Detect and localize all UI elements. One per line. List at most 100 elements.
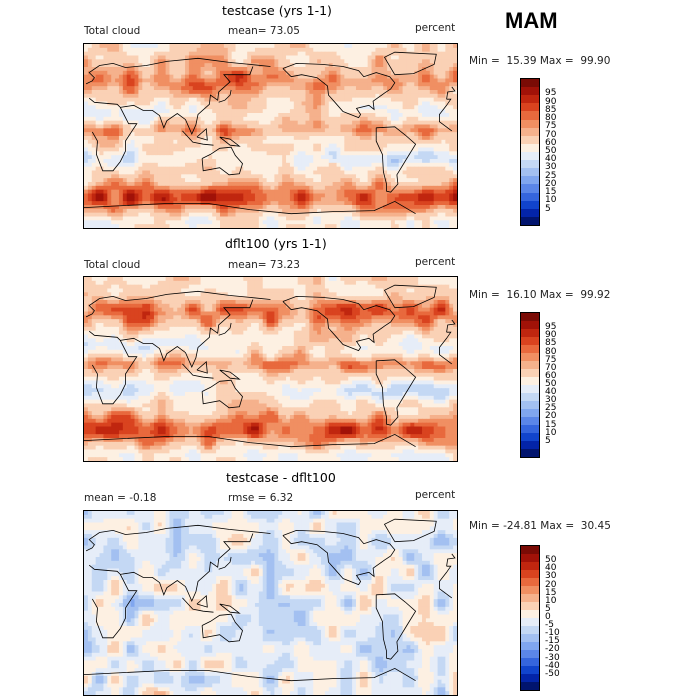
colorbar-tick-label: 0 [545, 612, 551, 622]
colorbar-swatch [521, 176, 539, 185]
colorbar-tick-label: 50 [545, 555, 557, 566]
colorbar-swatch [521, 337, 539, 345]
colorbar-tick-label: 25 [545, 403, 557, 414]
colorbar-swatch [521, 610, 539, 618]
colorbar-swatch [521, 449, 539, 457]
panel-1-variable-label: Total cloud [84, 25, 141, 37]
colorbar-swatch [521, 554, 539, 562]
panel-1-colorbar [520, 78, 540, 226]
panel-2-colorbar-labels: 95 90 85 80 75 70 60 50 40 30 25 20 15 10 5 [545, 312, 575, 458]
panel-1-unit-label: percent [415, 22, 456, 34]
colorbar-tick-label: 30 [545, 571, 557, 582]
colorbar-tick-label: -20 [545, 644, 560, 655]
colorbar-swatch [521, 87, 539, 96]
colorbar-tick-label: -40 [545, 660, 560, 671]
colorbar-tick-label: 20 [545, 178, 557, 189]
colorbar-swatch [521, 160, 539, 169]
panel-2-variable-label: Total cloud [84, 259, 141, 271]
colorbar-tick-label: 50 [545, 379, 557, 389]
map-field-cells [84, 44, 457, 228]
colorbar-swatch [521, 562, 539, 570]
colorbar-tick-label: 40 [545, 563, 557, 574]
colorbar-tick-label: 75 [545, 354, 557, 365]
panel-2-map [83, 276, 458, 462]
colorbar-swatch [521, 135, 539, 144]
colorbar-swatch [521, 321, 539, 329]
colorbar-swatch [521, 674, 539, 682]
panel-3-unit-label: percent [415, 489, 456, 501]
colorbar-tick-label: 80 [545, 113, 557, 124]
colorbar-swatch [521, 361, 539, 369]
panel-2-colorbar [520, 312, 540, 458]
panel-1-minmax: Min = 15.39 Max = 99.90 [469, 55, 611, 67]
colorbar-swatch [521, 79, 539, 88]
colorbar-swatch [521, 393, 539, 401]
colorbar-swatch [521, 313, 539, 321]
colorbar-tick-label: 20 [545, 579, 557, 590]
colorbar-swatch [521, 200, 539, 209]
colorbar-swatch [521, 433, 539, 441]
colorbar-swatch [521, 216, 539, 225]
colorbar-swatch [521, 208, 539, 217]
colorbar-tick-label: 85 [545, 338, 557, 349]
colorbar-tick-label: 40 [545, 154, 557, 165]
colorbar-tick-label: -15 [545, 636, 560, 647]
colorbar-swatch [521, 546, 539, 554]
colorbar-swatch [521, 95, 539, 104]
colorbar-tick-label: 15 [545, 187, 557, 198]
colorbar-tick-label: 10 [545, 427, 557, 438]
colorbar-swatch [521, 111, 539, 120]
colorbar-tick-label: 95 [545, 88, 557, 99]
map-field-cells [84, 511, 457, 695]
colorbar-swatch [521, 626, 539, 634]
colorbar-tick-label: 5 [545, 203, 551, 214]
colorbar-swatch [521, 425, 539, 433]
colorbar-tick-label: 90 [545, 330, 557, 341]
colorbar-swatch [521, 642, 539, 650]
colorbar-swatch [521, 192, 539, 201]
colorbar-swatch [521, 377, 539, 385]
colorbar-swatch [521, 666, 539, 674]
panel-3-minmax: Min = -24.81 Max = 30.45 [469, 520, 611, 532]
panel-3-map [83, 510, 458, 696]
colorbar-swatch [521, 385, 539, 393]
colorbar-tick-label: -30 [545, 652, 560, 663]
colorbar-tick-label: 30 [545, 395, 557, 406]
colorbar-tick-label: 20 [545, 411, 557, 422]
colorbar-tick-label: 15 [545, 587, 557, 598]
colorbar-swatch [521, 578, 539, 586]
colorbar-swatch [521, 103, 539, 112]
colorbar-tick-label: 60 [545, 370, 557, 381]
colorbar-tick-label: 70 [545, 362, 557, 373]
panel-2-unit-label: percent [415, 256, 456, 268]
colorbar-swatch [521, 594, 539, 602]
colorbar-tick-label: 75 [545, 121, 557, 132]
panel-3-title: testcase - dflt100 [226, 470, 336, 485]
colorbar-swatch [521, 586, 539, 594]
panel-3-mean-label: mean = -0.18 [84, 492, 157, 504]
colorbar-swatch [521, 151, 539, 161]
colorbar-tick-label: 30 [545, 162, 557, 173]
colorbar-tick-label: 5 [545, 435, 551, 446]
panel-2-minmax: Min = 16.10 Max = 99.92 [469, 289, 611, 301]
colorbar-tick-label: 95 [545, 322, 557, 333]
map-field-cells [84, 277, 457, 461]
coastlines [84, 518, 456, 682]
colorbar-swatch [521, 570, 539, 578]
panel-3-colorbar [520, 545, 540, 691]
colorbar-tick-label: 15 [545, 419, 557, 430]
colorbar-swatch [521, 401, 539, 409]
coastlines [84, 51, 456, 215]
colorbar-swatch [521, 184, 539, 193]
colorbar-tick-label: 70 [545, 129, 557, 140]
colorbar-tick-label: -10 [545, 628, 560, 639]
panel-1-colorbar-labels: 95 90 85 80 75 70 60 50 40 30 25 20 15 10 5 [545, 78, 575, 226]
season-title: MAM [505, 8, 558, 33]
colorbar-tick-label: 10 [545, 595, 557, 606]
colorbar-swatch [521, 650, 539, 658]
colorbar-swatch [521, 329, 539, 337]
panel-2-mean-label: mean= 73.23 [228, 259, 300, 271]
colorbar-tick-label: 90 [545, 96, 557, 107]
colorbar-swatch [521, 682, 539, 690]
panel-2-title: dflt100 (yrs 1-1) [225, 236, 327, 251]
